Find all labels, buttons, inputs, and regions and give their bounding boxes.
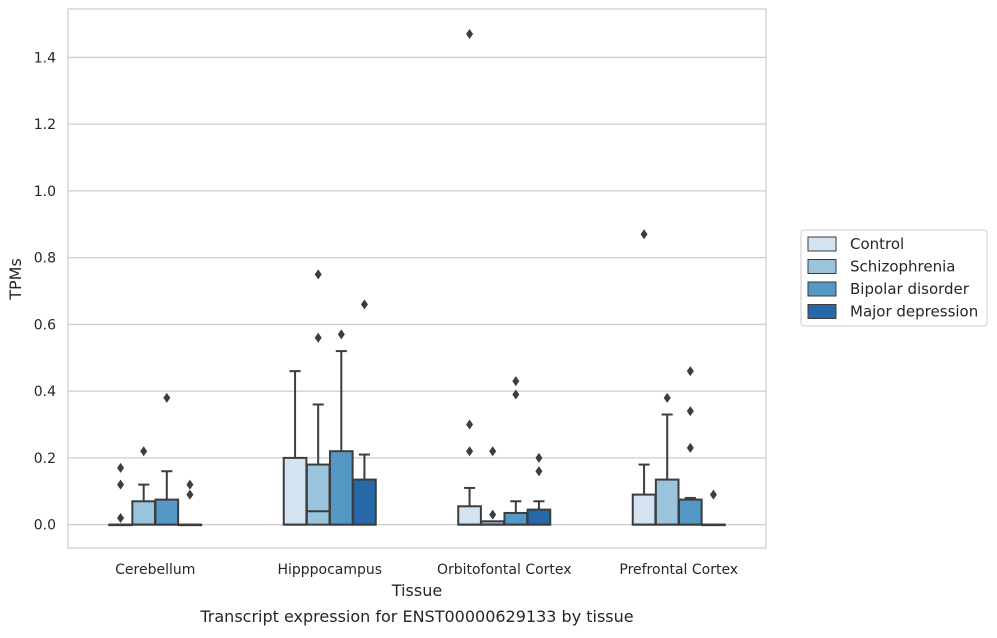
box-body [457,505,482,526]
box-body [305,463,331,526]
y-tick-labels: 0.0 0.2 0.4 0.6 0.8 1.0 1.2 1.4 [34,50,56,533]
box-groups [108,29,726,527]
y-tick-label: 0.8 [34,251,56,267]
chart-caption: Transcript expression for ENST0000062913… [199,607,633,626]
legend-swatch [807,236,837,252]
legend-items: Control Schizophrenia Bipolar disorder Majo… [807,235,978,321]
box-bipolar-disorder [503,376,529,526]
legend-frame [800,229,988,327]
box-major-depression [701,489,726,527]
box-control [457,29,482,526]
outlier-point [512,376,520,387]
legend-label: Bipolar disorder [850,280,970,298]
outlier-point [466,446,474,457]
outlier-point [466,29,474,40]
box-schizophrenia [480,446,506,526]
legend-label: Schizophrenia [850,258,955,276]
box-body [352,478,377,526]
outlier-point [117,462,125,473]
x-tick-labels: Cerebellum Hipppocampus Orbitofontal Corte… [115,562,738,578]
legend: Control Schizophrenia Bipolar disorder Majo… [800,229,988,327]
y-axis-label: TPMs [6,258,25,301]
box-control [108,462,133,527]
box-body [503,511,529,526]
legend-swatch [807,281,837,297]
box-body [677,498,703,526]
x-tick-label: Hipppocampus [277,562,382,578]
outlier-point [117,479,125,490]
outlier-point [466,419,474,430]
outlier-point [512,389,520,400]
outlier-point [163,392,171,403]
outlier-point [117,512,125,523]
y-tick-label: 0.6 [34,317,56,333]
box-body [154,498,180,526]
box-body [654,478,680,526]
box-body [282,456,308,526]
y-tick-label: 1.4 [34,50,56,66]
outlier-point [489,509,497,520]
plot-frame [67,8,767,549]
x-tick-label: Cerebellum [115,562,195,578]
box-bipolar-disorder [328,329,354,526]
y-tick-label: 0.2 [34,451,56,467]
x-tick-label: Prefrontal Cortex [619,562,738,578]
legend-label: Major depression [850,303,978,321]
outlier-point [663,392,671,403]
box-schizophrenia [131,446,157,526]
legend-swatch [807,259,837,274]
y-tick-label: 1.2 [34,117,56,133]
outlier-point [535,452,543,463]
box-bipolar-disorder [154,392,180,526]
box-bipolar-disorder [677,366,703,526]
box-major-depression [352,299,377,526]
x-axis-label: Tissue [391,581,442,600]
outlier-point [686,366,694,377]
box-body [526,508,552,526]
box-major-depression [177,479,203,527]
box-major-depression [526,452,552,526]
x-tick-label: Orbitofontal Cortex [437,562,572,578]
outlier-point [186,489,194,500]
legend-swatch [807,304,837,319]
box-body [631,493,657,526]
outlier-point [640,229,648,240]
box-schizophrenia [305,269,331,526]
outlier-point [186,479,194,490]
y-tick-label: 0.4 [34,384,56,400]
outlier-point [337,329,345,340]
outlier-point [686,442,694,453]
outlier-point [360,299,368,310]
outlier-point [535,466,543,477]
outlier-point [314,269,322,280]
box-body [328,450,354,526]
box-body [131,500,157,526]
outlier-point [489,446,497,457]
outlier-point [709,489,717,500]
outlier-point [314,332,322,343]
outlier-point [686,406,694,417]
y-tick-label: 1.0 [34,184,56,200]
y-tick-label: 0.0 [34,518,56,534]
legend-label: Control [850,235,904,253]
outlier-point [140,446,148,457]
